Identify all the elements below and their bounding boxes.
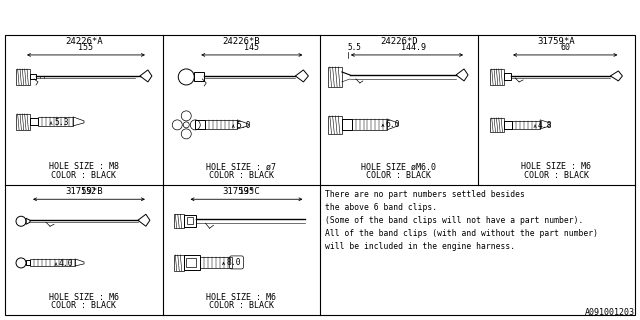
Text: A091001203: A091001203 — [585, 308, 635, 317]
Bar — [38, 117, 73, 126]
Bar — [195, 72, 204, 81]
Bar — [504, 121, 512, 129]
Bar — [173, 214, 184, 228]
Text: 5.5: 5.5 — [348, 43, 362, 52]
Text: COLOR : BLACK: COLOR : BLACK — [51, 171, 116, 180]
Bar — [184, 215, 196, 227]
Text: COLOR : BLACK: COLOR : BLACK — [209, 301, 274, 310]
Bar — [342, 119, 352, 130]
Text: 145: 145 — [244, 43, 259, 52]
Bar — [16, 69, 30, 85]
Text: HOLE SIZE : M6: HOLE SIZE : M6 — [49, 292, 119, 301]
Text: 24226*D: 24226*D — [380, 37, 417, 46]
Text: 31759*A: 31759*A — [538, 37, 575, 46]
Text: 4.0: 4.0 — [59, 260, 74, 268]
Bar — [328, 116, 342, 134]
Text: 144.9: 144.9 — [401, 43, 426, 52]
Text: the above 6 band clips.: the above 6 band clips. — [325, 203, 437, 212]
Bar — [26, 260, 30, 265]
Text: 155: 155 — [79, 43, 93, 52]
Text: HOLE SIZE : ø7: HOLE SIZE : ø7 — [206, 162, 276, 171]
Text: 24226*B: 24226*B — [223, 37, 260, 46]
Text: (Some of the band clips will not have a part number).: (Some of the band clips will not have a … — [325, 216, 584, 225]
Bar — [5, 35, 635, 315]
Text: 4.8: 4.8 — [538, 121, 553, 130]
Text: 5.3: 5.3 — [54, 118, 68, 127]
Bar — [195, 120, 205, 129]
Text: will be included in the engine harness.: will be included in the engine harness. — [325, 242, 515, 251]
Bar — [30, 118, 38, 125]
Text: HOLE SIZE : M6: HOLE SIZE : M6 — [206, 292, 276, 301]
Bar — [16, 114, 30, 130]
Text: 31759*C: 31759*C — [223, 187, 260, 196]
Text: 24226*A: 24226*A — [65, 37, 102, 46]
Text: COLOR : BLACK: COLOR : BLACK — [209, 171, 274, 180]
Text: HOLE SIZE : M6: HOLE SIZE : M6 — [521, 162, 591, 171]
Bar — [200, 257, 232, 268]
Text: There are no part numbers settled besides: There are no part numbers settled beside… — [325, 190, 525, 199]
Bar — [30, 74, 36, 79]
Bar — [328, 67, 342, 87]
Bar — [490, 69, 504, 85]
Bar — [30, 259, 75, 266]
Text: COLOR : BLACK: COLOR : BLACK — [51, 301, 116, 310]
Text: HOLE SIZE : M8: HOLE SIZE : M8 — [49, 162, 119, 171]
Bar — [512, 121, 540, 129]
Bar — [186, 258, 196, 267]
Text: 135: 135 — [239, 187, 254, 196]
Bar — [352, 119, 387, 130]
Text: COLOR : BLACK: COLOR : BLACK — [524, 171, 589, 180]
Bar — [184, 255, 200, 270]
Text: 8.0: 8.0 — [227, 259, 241, 268]
Bar — [490, 118, 504, 132]
Bar — [205, 120, 237, 129]
Text: HOLE SIZE øM6.0: HOLE SIZE øM6.0 — [361, 162, 436, 171]
Text: 6.0: 6.0 — [386, 120, 401, 129]
Text: 31759*B: 31759*B — [65, 187, 102, 196]
Bar — [173, 255, 184, 271]
Bar — [186, 217, 193, 224]
Text: 5.0: 5.0 — [236, 121, 251, 130]
Bar — [504, 73, 511, 80]
Text: All of the band clips (with and without the part number): All of the band clips (with and without … — [325, 229, 598, 238]
Text: COLOR : BLACK: COLOR : BLACK — [366, 171, 431, 180]
Text: 60: 60 — [560, 43, 570, 52]
Text: 152: 152 — [81, 187, 97, 196]
